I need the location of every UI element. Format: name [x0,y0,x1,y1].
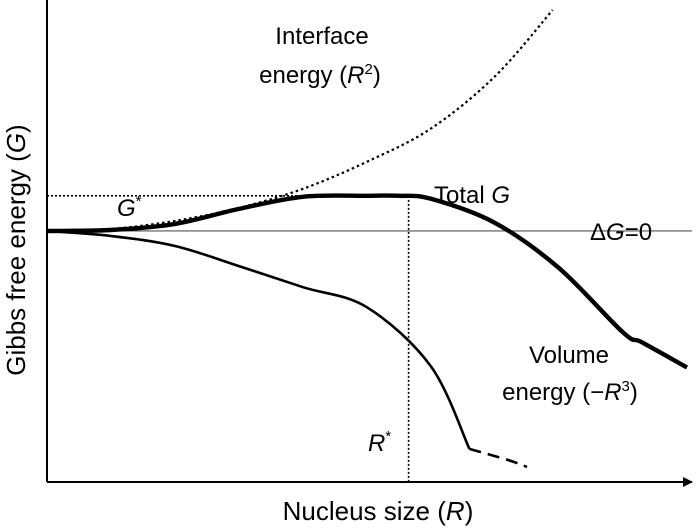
interface-energy-label-line1: Interface [275,23,368,50]
total-g-curve [46,193,689,370]
volume-energy-curve [46,229,471,450]
x-axis-title: Nucleus size (R) [283,496,474,526]
volume-energy-label-line2: energy (−R3) [502,378,638,406]
y-axis-title: Gibbs free energy (G) [1,124,31,375]
delta-g-zero-label: ΔG=0 [590,219,652,246]
interface-energy-label-line2: energy (R2) [259,61,381,89]
interface-energy-curve [46,9,554,233]
g-star-label: G* [117,193,142,222]
volume-energy-label-line1: Volume [529,342,609,369]
r-star-label: R* [368,428,391,457]
total-g-label: Total G [434,182,510,209]
volume-energy-curve-dashed-tail [469,447,528,469]
